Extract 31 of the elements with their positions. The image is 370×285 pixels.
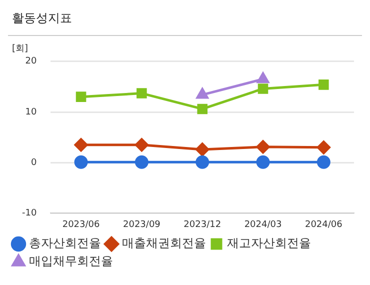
point (74, 155, 88, 169)
point (258, 84, 268, 94)
point (196, 155, 210, 169)
legend-label: 총자산회전율 (29, 236, 101, 250)
x-tick-label: 2023/06 (62, 220, 100, 230)
point (316, 140, 330, 154)
point (318, 80, 329, 90)
y-tick-label: 10 (25, 107, 37, 118)
chart-title: 활동성지표 (8, 8, 362, 36)
point (134, 138, 148, 152)
point (196, 142, 210, 156)
point (196, 88, 208, 99)
y-tick-label: 0 (30, 158, 37, 168)
point (74, 138, 88, 152)
point (136, 88, 147, 98)
y-tick-label: -10 (22, 208, 37, 219)
x-tick-label: 2023/12 (184, 220, 222, 230)
x-tick-label: 2024/06 (304, 220, 343, 230)
legend-label: 재고자산회전율 (227, 236, 311, 250)
legend-label: 매출채권회전율 (122, 236, 206, 250)
point (134, 155, 148, 169)
y-tick-label: 20 (25, 56, 37, 67)
point (256, 140, 270, 154)
point (76, 92, 86, 102)
legend-label: 매입채무회전율 (29, 254, 113, 268)
y-axis-title: [회] (12, 44, 28, 54)
point (256, 155, 270, 169)
x-tick-label: 2024/03 (244, 220, 282, 230)
point (197, 104, 208, 114)
x-tick-label: 2023/09 (122, 220, 161, 230)
point (316, 155, 330, 169)
